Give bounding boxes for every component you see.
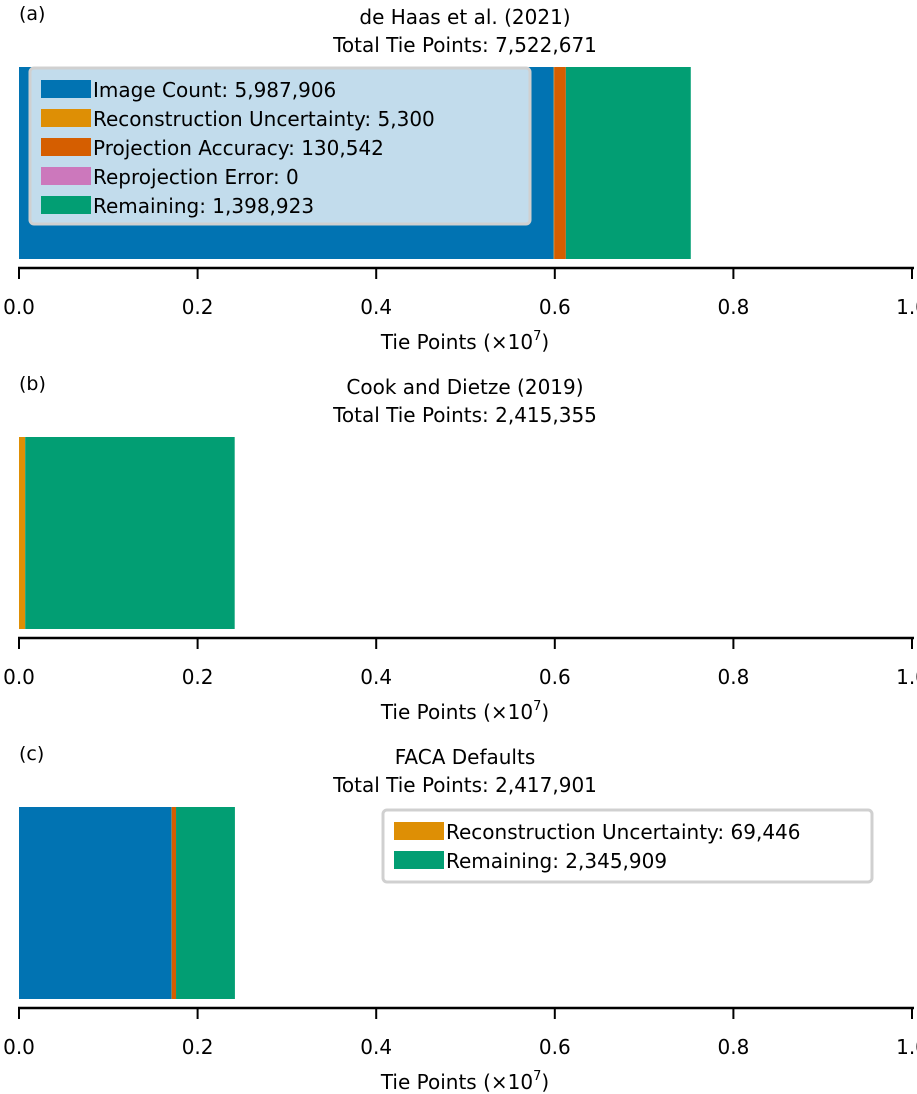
x-axis-label-exponent: 7 <box>533 329 541 344</box>
panel-label: (c) <box>19 743 44 765</box>
legend-entry: Reprojection Error: 0 <box>93 165 299 189</box>
chart-title: FACA Defaults <box>395 745 536 769</box>
legend-frame <box>381 808 874 884</box>
x-axis-label: Tie Points (×107) <box>380 699 549 724</box>
panel-label: (a) <box>19 3 45 25</box>
x-tick-label: 0.0 <box>3 295 35 319</box>
x-tick-label: 0.6 <box>539 295 571 319</box>
x-axis-label-text: Tie Points (×10 <box>380 700 533 724</box>
x-tick-label: 1.0 <box>896 665 917 689</box>
x-tick-label: 0.6 <box>539 1035 571 1059</box>
x-axis-label-exponent: 7 <box>533 699 541 714</box>
x-tick-label: 0.0 <box>3 665 35 689</box>
legend-entry: Remaining: 1,398,923 <box>93 194 314 218</box>
chart-subtitle: Total Tie Points: 7,522,671 <box>332 33 597 57</box>
x-axis-label: Tie Points (×107) <box>380 329 549 354</box>
legend-entry: Reconstruction Uncertainty: 69,446 <box>446 820 801 844</box>
chart-subtitle: Total Tie Points: 2,415,355 <box>332 403 597 427</box>
x-axis-label-close: ) <box>541 1070 549 1094</box>
bar-segment-reconstruction-uncertainty <box>19 437 26 629</box>
bar-segment-image-count <box>19 807 172 999</box>
legend-swatch <box>41 138 91 156</box>
legend-swatch <box>41 167 91 185</box>
x-tick-label: 0.8 <box>717 1035 749 1059</box>
panel-b: (b) Cook and Dietze (2019) Total Tie Point… <box>3 373 917 884</box>
legend-swatch <box>394 822 444 840</box>
legend-swatch <box>41 196 91 214</box>
x-tick-label: 0.2 <box>182 295 214 319</box>
legend: Image Count: 5,987,906 Reconstruction Unc… <box>28 66 532 226</box>
x-tick-label: 0.6 <box>539 665 571 689</box>
x-tick-label: 0.4 <box>360 295 392 319</box>
x-tick-label: 0.8 <box>717 665 749 689</box>
x-axis-label-close: ) <box>541 330 549 354</box>
panel-c: (c) FACA Defaults Total Tie Points: 2,417,… <box>3 743 917 1094</box>
x-axis-label-text: Tie Points (×10 <box>380 1070 533 1094</box>
legend-entry: Projection Accuracy: 130,542 <box>93 136 384 160</box>
x-tick-label: 0.0 <box>3 1035 35 1059</box>
chart-title: Cook and Dietze (2019) <box>346 375 583 399</box>
legend-swatch <box>41 80 91 98</box>
x-tick-label: 0.2 <box>182 665 214 689</box>
legend-frame <box>28 66 532 226</box>
panel-label: (b) <box>19 373 46 395</box>
chart-subtitle: Total Tie Points: 2,417,901 <box>332 773 597 797</box>
bar-segment-projection-accuracy <box>554 67 566 259</box>
x-tick-label: 1.0 <box>896 1035 917 1059</box>
chart-title: de Haas et al. (2021) <box>359 5 570 29</box>
x-tick-label: 1.0 <box>896 295 917 319</box>
x-tick-label: 0.4 <box>360 1035 392 1059</box>
x-tick-label: 0.4 <box>360 665 392 689</box>
panel-a: (a) de Haas et al. (2021) Total Tie Points… <box>3 3 917 354</box>
x-tick-label: 0.2 <box>182 1035 214 1059</box>
legend-entry: Image Count: 5,987,906 <box>93 78 336 102</box>
legend-swatch <box>41 109 91 127</box>
legend-swatch <box>394 851 444 869</box>
x-axis-label-text: Tie Points (×10 <box>380 330 533 354</box>
bar-segment-remaining <box>176 807 235 999</box>
x-axis-label-close: ) <box>541 700 549 724</box>
bar-segment-projection-accuracy <box>171 807 177 999</box>
x-tick-label: 0.8 <box>717 295 749 319</box>
x-axis-label-exponent: 7 <box>533 1069 541 1084</box>
bar-segment-remaining <box>25 437 235 629</box>
bar-segment-remaining <box>565 67 691 259</box>
legend-entry: Remaining: 2,345,909 <box>446 849 667 873</box>
legend-entry: Reconstruction Uncertainty: 5,300 <box>93 107 435 131</box>
legend: Reconstruction Uncertainty: 69,446 Remain… <box>381 808 874 884</box>
x-axis-label: Tie Points (×107) <box>380 1069 549 1094</box>
